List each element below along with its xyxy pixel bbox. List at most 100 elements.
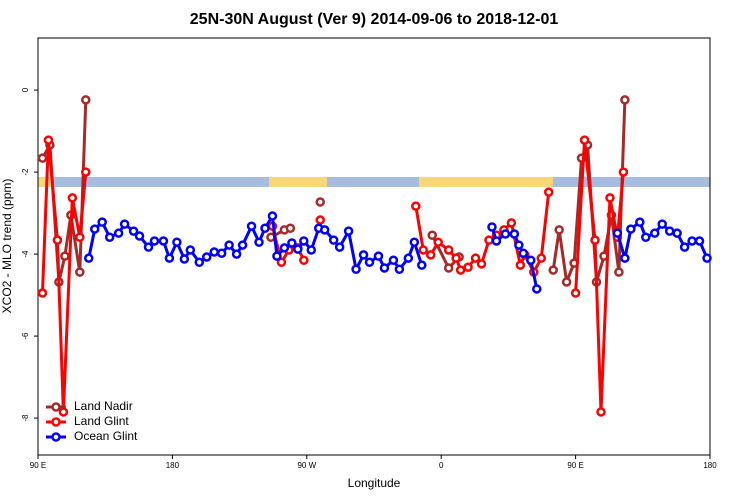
data-point [526, 255, 536, 265]
data-point [89, 224, 100, 234]
data-point [194, 257, 205, 268]
data-point [164, 253, 175, 263]
data-point [427, 230, 437, 240]
data-point [411, 201, 421, 211]
data-point [433, 237, 443, 247]
data-point [293, 244, 303, 254]
data-point [237, 240, 248, 250]
data-point [679, 242, 690, 252]
data-point [618, 167, 629, 177]
data-point [657, 219, 667, 229]
data-point [455, 265, 466, 275]
data-point [612, 228, 623, 238]
data-point [509, 229, 520, 239]
data-point [379, 263, 390, 273]
land-sea-strip [38, 177, 710, 187]
land-band [419, 177, 553, 187]
legend-marker [51, 402, 61, 412]
legend-label: Ocean Glint [74, 429, 138, 443]
data-point [272, 251, 282, 261]
data-point [279, 243, 290, 253]
y-tick-label: -4 [21, 250, 30, 258]
legend-label: Land Nadir [74, 399, 133, 413]
x-tick-label: 90 E [567, 461, 583, 470]
data-point [702, 253, 712, 263]
legend-marker [51, 417, 61, 427]
data-point [672, 228, 682, 238]
data-point [254, 237, 264, 247]
data-point [590, 235, 600, 245]
data-point [299, 255, 309, 265]
legend-marker [51, 432, 61, 442]
data-point [179, 254, 190, 264]
y-tick-label: -6 [21, 332, 30, 340]
x-tick-label: 90 E [30, 461, 46, 470]
data-point [605, 193, 615, 203]
series-line [41, 99, 627, 284]
data-point [484, 235, 494, 245]
data-point [443, 245, 454, 255]
data-point [536, 253, 547, 263]
x-tick-label: 180 [703, 461, 717, 470]
data-point [119, 219, 130, 229]
legend-label: Land Glint [74, 414, 129, 428]
data-point [425, 250, 436, 260]
data-point [620, 95, 630, 105]
data-point [84, 253, 94, 263]
data-point [52, 235, 63, 245]
data-point [97, 217, 107, 227]
data-point [500, 229, 511, 239]
data-point [570, 288, 581, 298]
data-point [299, 236, 309, 246]
data-point [315, 215, 325, 225]
data-point [81, 167, 91, 177]
data-point [388, 255, 399, 265]
data-point [364, 257, 375, 268]
data-point [149, 236, 160, 246]
data-point [649, 228, 660, 238]
data-point [626, 224, 636, 234]
data-point [37, 288, 48, 298]
data-point [67, 193, 78, 203]
data-point [417, 260, 427, 270]
data-point [543, 187, 554, 197]
data-point [143, 242, 154, 252]
data-point [128, 226, 139, 236]
data-point [394, 264, 405, 275]
x-axis-label: Longitude [348, 476, 401, 490]
data-point [306, 245, 317, 255]
sea-band [38, 177, 710, 187]
y-tick-label: -8 [21, 414, 30, 422]
data-point [443, 263, 454, 273]
data-point [476, 259, 487, 269]
data-point [113, 228, 124, 238]
data-point [134, 231, 145, 241]
data-point [548, 265, 558, 275]
data-point [201, 252, 212, 262]
data-point [315, 197, 325, 207]
data-point [358, 250, 369, 260]
data-point [487, 222, 497, 232]
data-point [260, 223, 270, 234]
data-point [75, 267, 85, 277]
data-point [287, 238, 297, 248]
data-point [328, 235, 339, 245]
data-point [285, 223, 296, 234]
data-point [60, 251, 70, 261]
data-point [614, 267, 624, 277]
data-point [561, 277, 572, 287]
data-point [158, 236, 169, 246]
data-point [185, 245, 196, 255]
data-point [209, 247, 219, 257]
data-point [231, 249, 242, 259]
data-point [532, 284, 542, 294]
x-tick-label: 180 [166, 461, 180, 470]
x-tick-label: 0 [439, 461, 444, 470]
data-point [418, 245, 429, 255]
data-point [343, 226, 354, 236]
data-point [246, 221, 257, 231]
data-point [104, 232, 115, 243]
data-point [664, 226, 675, 236]
data-point [596, 407, 606, 417]
